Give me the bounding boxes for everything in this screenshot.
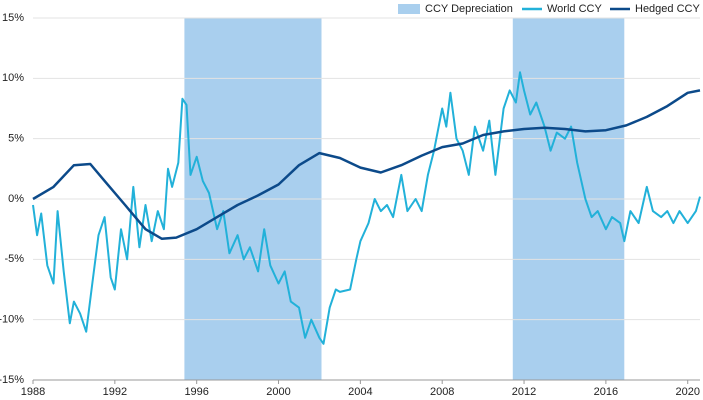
y-tick-label: -15% [0,374,24,386]
y-tick-label: 15% [2,12,24,24]
y-tick-label: 5% [8,133,24,145]
x-tick-label: 2012 [512,386,536,398]
x-tick-label: 2000 [266,386,290,398]
y-tick-label: 10% [2,72,24,84]
x-tick-label: 1992 [103,386,127,398]
x-tick-label: 1988 [21,386,45,398]
x-tick-label: 1996 [184,386,208,398]
legend-label: World CCY [547,3,602,15]
y-tick-label: -5% [4,253,24,265]
y-tick-label: -10% [0,314,24,326]
y-tick-label: 0% [8,193,24,205]
x-tick-label: 2016 [594,386,618,398]
x-tick-label: 2020 [675,386,699,398]
legend-label: CCY Depreciation [425,3,513,15]
legend-swatch [398,4,420,14]
line-0 [32,71,701,345]
legend-label: Hedged CCY [635,3,700,15]
x-tick-label: 2004 [348,386,372,398]
x-tick-label: 2008 [430,386,454,398]
line-1 [32,89,701,241]
